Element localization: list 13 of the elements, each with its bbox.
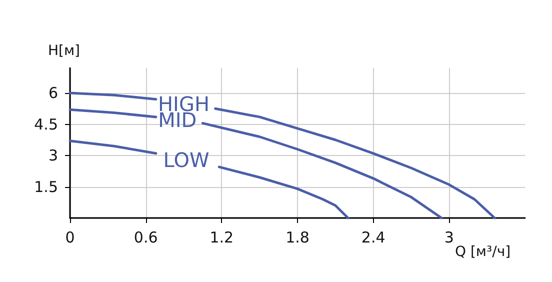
y-axis-title: H[м] xyxy=(48,43,80,59)
x-tick-label: 1.8 xyxy=(286,228,310,246)
x-tick-label: 0.6 xyxy=(134,228,158,246)
x-tick-label: 1.2 xyxy=(210,228,234,246)
x-tick-label: 0 xyxy=(65,228,75,246)
x-axis-title: Q [м³/ч] xyxy=(455,244,511,260)
x-tick-label: 2.4 xyxy=(361,228,386,246)
x-tick-label: 3 xyxy=(444,228,454,246)
y-tick-label: 4.5 xyxy=(34,115,58,134)
y-tick-label: 6 xyxy=(48,84,58,102)
series-label: LOW xyxy=(163,148,210,172)
y-tick-label: 3 xyxy=(48,146,58,164)
y-tick-label: 1.5 xyxy=(34,178,58,196)
